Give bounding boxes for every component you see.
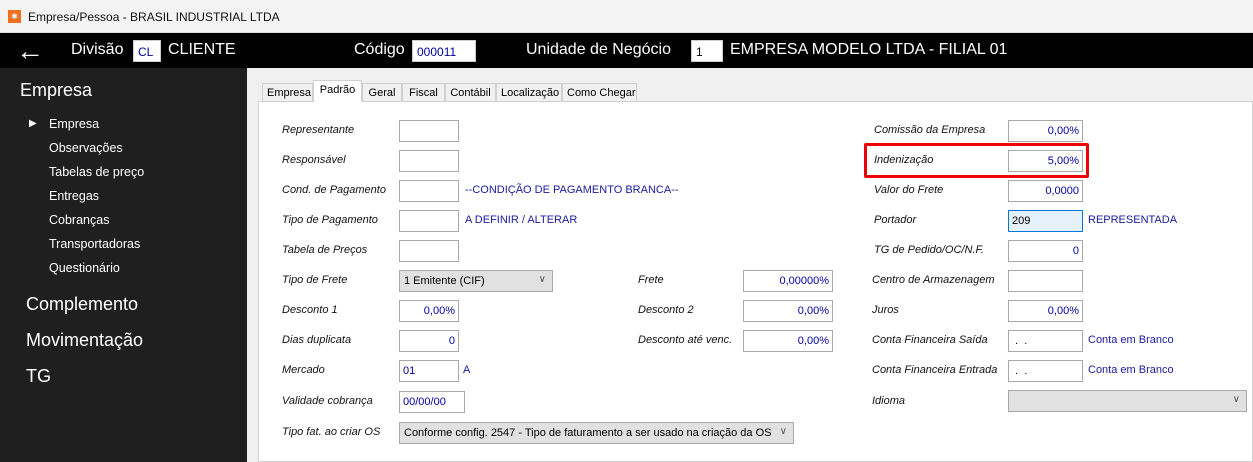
juros-label: Juros (872, 304, 899, 316)
comissao-empresa-input[interactable]: 0,00% (1008, 120, 1083, 142)
portador-desc: REPRESENTADA (1088, 214, 1178, 226)
sidebar-item-questionario[interactable]: Questionário (49, 261, 120, 275)
divisao-label: Divisão (71, 41, 124, 58)
tipo-frete-value: 1 Emitente (CIF) (404, 275, 485, 287)
mercado-input[interactable]: 01 (399, 360, 459, 382)
tab-como-chegar[interactable]: Como Chegar (562, 83, 637, 102)
highlight-box (864, 143, 1089, 178)
divisao-name: CLIENTE (168, 41, 236, 58)
desconto2-label: Desconto 2 (638, 304, 694, 316)
conta-saida-desc: Conta em Branco (1088, 334, 1174, 346)
valor-frete-input[interactable]: 0,0000 (1008, 180, 1083, 202)
back-arrow-icon[interactable]: ← (16, 35, 44, 66)
sidebar-section-complemento[interactable]: Complemento (26, 294, 139, 314)
desconto1-label: Desconto 1 (282, 304, 338, 316)
mercado-label: Mercado (282, 364, 325, 376)
representante-input[interactable] (399, 120, 459, 142)
sidebar-section-tg[interactable]: TG (26, 366, 51, 386)
sidebar-item-tabelas-preco[interactable]: Tabelas de preço (49, 165, 145, 179)
desconto1-input[interactable]: 0,00% (399, 300, 459, 322)
indenizacao-input[interactable]: 5,00% (1008, 150, 1083, 172)
desconto-ate-venc-label: Desconto até venc. (638, 334, 733, 346)
indenizacao-label: Indenização (874, 154, 934, 166)
unidade-input[interactable]: 1 (691, 40, 723, 62)
active-triangle-icon: ▶ (29, 118, 37, 129)
comissao-empresa-label: Comissão da Empresa (874, 124, 986, 136)
tipo-frete-label: Tipo de Frete (282, 274, 348, 286)
sidebar: Empresa ▶ Empresa Observações Tabelas de… (0, 68, 247, 462)
tipo-fat-os-label: Tipo fat. ao criar OS (282, 426, 381, 438)
portador-label: Portador (874, 214, 917, 226)
tipo-fat-os-select[interactable]: Conforme config. 2547 - Tipo de faturame… (399, 422, 794, 444)
sidebar-item-entregas[interactable]: Entregas (49, 189, 100, 203)
conta-saida-label: Conta Financeira Saída (872, 334, 988, 346)
app-icon: ✱ (8, 10, 21, 23)
window-title: Empresa/Pessoa - BRASIL INDUSTRIAL LTDA (28, 10, 280, 24)
idioma-select[interactable]: ∨ (1008, 390, 1247, 412)
tipo-fat-os-value: Conforme config. 2547 - Tipo de faturame… (404, 427, 772, 439)
responsavel-input[interactable] (399, 150, 459, 172)
idioma-label: Idioma (872, 395, 906, 407)
sidebar-item-cobrancas[interactable]: Cobranças (49, 213, 110, 227)
tab-empresa[interactable]: Empresa (262, 83, 313, 102)
conta-saida-input[interactable]: . . (1008, 330, 1083, 352)
dias-duplicata-input[interactable]: 0 (399, 330, 459, 352)
tg-pedido-input[interactable]: 0 (1008, 240, 1083, 262)
codigo-label: Código (354, 41, 405, 58)
desconto-ate-venc-input[interactable]: 0,00% (743, 330, 833, 352)
tab-padrao[interactable]: Padrão (313, 80, 362, 102)
unidade-label: Unidade de Negócio (526, 41, 671, 58)
tab-geral[interactable]: Geral (362, 83, 402, 102)
valor-frete-label: Valor do Frete (874, 184, 944, 196)
codigo-input[interactable]: 000011 (412, 40, 476, 62)
tab-localizacao[interactable]: Localização (496, 83, 562, 102)
tabela-precos-label: Tabela de Preços (282, 244, 368, 256)
tipo-frete-select[interactable]: 1 Emitente (CIF) ∨ (399, 270, 553, 292)
centro-armazenagem-input[interactable] (1008, 270, 1083, 292)
dias-duplicata-label: Dias duplicata (282, 334, 352, 346)
validade-cobranca-label: Validade cobrança (282, 395, 373, 407)
chevron-down-icon: ∨ (1232, 394, 1240, 405)
validade-cobranca-input[interactable]: 00/00/00 (399, 391, 465, 413)
header-bar: ← Divisão CL CLIENTE Código 000011 Unida… (0, 33, 1253, 68)
sidebar-item-empresa[interactable]: Empresa (49, 117, 100, 131)
sidebar-item-observacoes[interactable]: Observações (49, 141, 123, 155)
desconto2-input[interactable]: 0,00% (743, 300, 833, 322)
cond-pagamento-desc: --CONDIÇÃO DE PAGAMENTO BRANCA-- (465, 184, 679, 196)
cond-pagamento-label: Cond. de Pagamento (282, 184, 386, 196)
tab-fiscal[interactable]: Fiscal (402, 83, 445, 102)
sidebar-item-transportadoras[interactable]: Transportadoras (49, 237, 141, 251)
tabela-precos-input[interactable] (399, 240, 459, 262)
frete-input[interactable]: 0,00000% (743, 270, 833, 292)
unidade-name: EMPRESA MODELO LTDA - FILIAL 01 (730, 41, 1008, 58)
responsavel-label: Responsável (282, 154, 346, 166)
conta-entrada-label: Conta Financeira Entrada (872, 364, 998, 376)
juros-input[interactable]: 0,00% (1008, 300, 1083, 322)
tab-contabil[interactable]: Contábil (445, 83, 496, 102)
title-bar: ✱ Empresa/Pessoa - BRASIL INDUSTRIAL LTD… (0, 0, 1253, 33)
chevron-down-icon: ∨ (538, 274, 546, 285)
frete-label: Frete (638, 274, 664, 286)
divisao-input[interactable]: CL (133, 40, 161, 62)
chevron-down-icon: ∨ (779, 426, 787, 437)
tg-pedido-label: TG de Pedido/OC/N.F. (874, 244, 984, 256)
centro-armazenagem-label: Centro de Armazenagem (872, 274, 995, 286)
sidebar-section-movimentacao[interactable]: Movimentação (26, 330, 144, 350)
representante-label: Representante (282, 124, 355, 136)
conta-entrada-desc: Conta em Branco (1088, 364, 1174, 376)
tipo-pagamento-desc: A DEFINIR / ALTERAR (465, 214, 578, 226)
cond-pagamento-input[interactable] (399, 180, 459, 202)
mercado-desc: A (463, 364, 471, 376)
sidebar-section-empresa[interactable]: Empresa (20, 80, 93, 100)
tipo-pagamento-label: Tipo de Pagamento (282, 214, 378, 226)
portador-input[interactable]: 209 (1008, 210, 1083, 232)
conta-entrada-input[interactable]: . . (1008, 360, 1083, 382)
tipo-pagamento-input[interactable] (399, 210, 459, 232)
